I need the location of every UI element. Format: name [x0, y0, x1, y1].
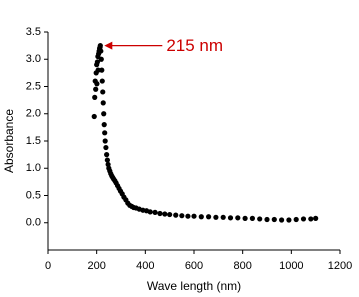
point — [147, 209, 153, 215]
point — [198, 214, 204, 220]
point — [313, 215, 319, 221]
point — [97, 43, 103, 49]
point — [308, 216, 314, 222]
y-tick-label: 1.5 — [26, 135, 41, 147]
x-tick-label: 800 — [233, 260, 251, 272]
point — [91, 113, 97, 120]
x-tick-label: 1000 — [279, 260, 303, 272]
annotation: 215 nm — [166, 36, 223, 55]
x-tick-label: 0 — [45, 260, 51, 272]
point — [167, 211, 173, 218]
y-tick-label: 3.5 — [26, 26, 41, 38]
point — [227, 215, 234, 221]
point — [98, 56, 104, 62]
point — [99, 67, 105, 73]
point — [99, 78, 105, 84]
point — [101, 122, 107, 128]
point — [179, 213, 185, 219]
annotation-arrowhead — [104, 41, 113, 50]
point — [257, 216, 263, 222]
x-axis-label: Wave length (nm) — [147, 279, 241, 293]
y-tick-label: 2.5 — [26, 80, 41, 92]
y-tick-label: 3.0 — [26, 53, 41, 65]
y-tick-label: 0.5 — [26, 189, 41, 201]
point — [162, 211, 168, 217]
point — [95, 67, 101, 73]
point — [235, 215, 241, 221]
y-axis-label: Absorbance — [2, 109, 16, 173]
point — [94, 59, 100, 65]
point — [104, 157, 110, 163]
point — [249, 215, 255, 221]
point — [93, 86, 99, 92]
point — [94, 81, 100, 87]
point — [286, 217, 292, 223]
point — [98, 48, 104, 54]
point — [264, 216, 270, 223]
point — [242, 215, 248, 221]
point — [185, 213, 191, 219]
point — [104, 152, 110, 158]
x-tick-label: 1200 — [328, 260, 352, 272]
point — [102, 130, 108, 136]
x-tick-label: 400 — [136, 260, 154, 272]
point — [279, 217, 285, 223]
point — [271, 216, 277, 223]
y-tick-label: 0.0 — [26, 217, 41, 229]
point — [220, 214, 226, 220]
y-tick-label: 2.0 — [26, 108, 41, 120]
point — [100, 89, 106, 95]
point — [157, 210, 163, 217]
point — [206, 214, 212, 220]
point — [213, 214, 219, 220]
x-tick-label: 200 — [87, 260, 105, 272]
point — [300, 216, 307, 222]
point — [100, 100, 106, 106]
y-tick-label: 1.0 — [26, 162, 41, 174]
point — [191, 213, 197, 219]
point — [92, 94, 98, 100]
point — [152, 209, 158, 215]
point — [102, 138, 108, 144]
point — [293, 216, 299, 223]
point — [173, 212, 179, 218]
x-tick-label: 600 — [185, 260, 203, 272]
point — [103, 144, 109, 151]
point — [101, 111, 107, 117]
